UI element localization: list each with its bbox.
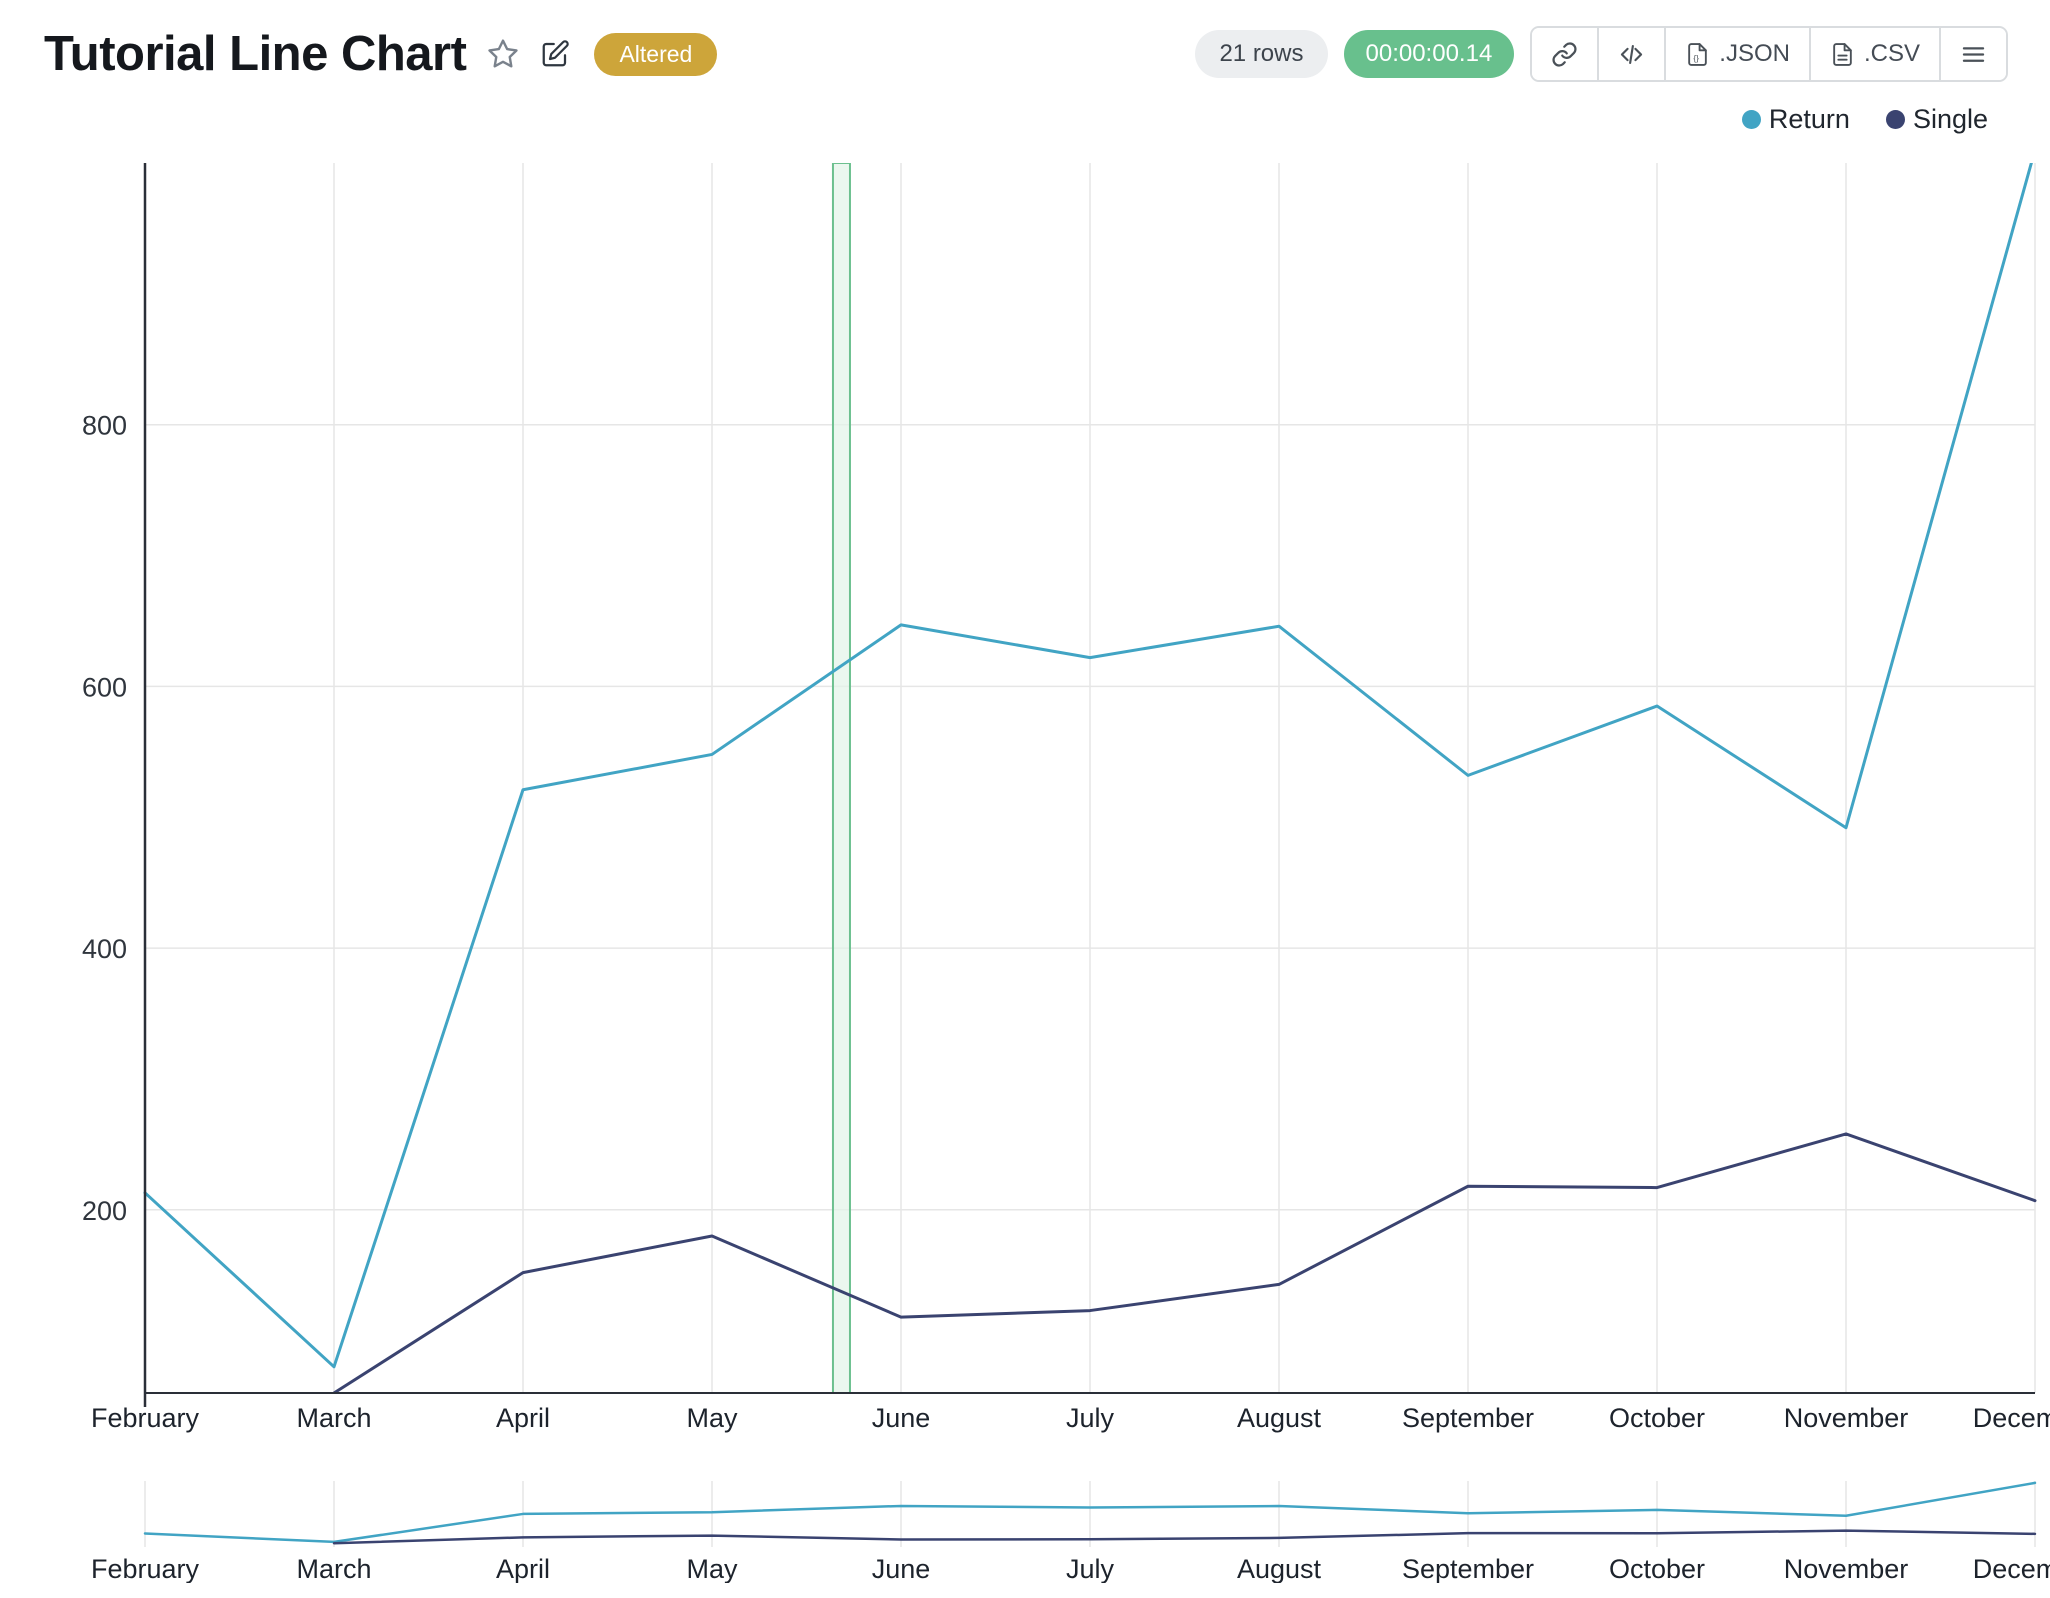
svg-text:February: February [91,1403,200,1433]
svg-text:June: June [872,1403,931,1433]
svg-text:March: March [296,1554,371,1583]
json-button-label: .JSON [1719,40,1790,67]
svg-text:October: October [1609,1554,1705,1583]
hamburger-menu-icon [1960,41,1987,68]
svg-text:September: September [1402,1403,1534,1433]
download-json-button[interactable]: {} .JSON [1664,28,1809,80]
svg-text:800: 800 [82,411,127,441]
query-time-badge: 00:00:00.14 [1343,30,1515,78]
page-title: Tutorial Line Chart [44,27,467,81]
main-line-chart[interactable]: 200 400 600 800 February March April May June Jul… [0,163,2050,1433]
svg-text:November: November [1784,1403,1909,1433]
svg-text:August: August [1237,1554,1322,1583]
svg-text:July: July [1066,1403,1115,1433]
svg-text:April: April [496,1403,550,1433]
svg-text:December: December [1973,1554,2050,1583]
svg-text:August: August [1237,1403,1322,1433]
svg-text:December: December [1973,1403,2050,1433]
view-code-button[interactable] [1597,28,1665,80]
altered-badge: Altered [594,32,718,76]
csv-file-icon [1830,42,1855,67]
svg-text:600: 600 [82,672,127,702]
edit-icon[interactable] [540,39,570,69]
svg-text:April: April [496,1554,550,1583]
svg-text:June: June [872,1554,931,1583]
svg-text:October: October [1609,1403,1705,1433]
json-file-icon: {} [1685,42,1710,67]
svg-text:February: February [91,1554,200,1583]
chart-actions-group: {} .JSON .CSV [1530,26,2008,82]
legend-label-single: Single [1912,104,1988,134]
highlight-band [831,163,851,1394]
copy-link-button[interactable] [1532,28,1598,80]
overview-mini-chart[interactable]: February March April May June July August Septe… [0,1477,2050,1583]
svg-text:March: March [296,1403,371,1433]
csv-button-label: .CSV [1863,40,1920,67]
legend-label-return: Return [1768,104,1850,134]
svg-text:{}: {} [1694,52,1700,62]
download-csv-button[interactable]: .CSV [1808,28,1939,80]
star-icon[interactable] [486,37,520,71]
svg-text:November: November [1784,1554,1909,1583]
chart-legend: Return Single [0,104,2050,135]
code-icon [1618,41,1645,68]
row-count-badge: 21 rows [1195,30,1328,78]
svg-text:400: 400 [82,934,127,964]
menu-button[interactable] [1939,28,2006,80]
svg-text:May: May [686,1554,738,1583]
legend-item-return[interactable]: Return [1741,104,1850,135]
svg-text:200: 200 [82,1196,127,1226]
title-group: Tutorial Line Chart Altered [44,26,718,82]
svg-text:May: May [686,1403,738,1433]
header: Tutorial Line Chart Altered 21 rows 00:0… [0,0,2050,82]
svg-text:September: September [1402,1554,1534,1583]
single-series-dot [1885,110,1905,129]
return-series-dot [1741,110,1761,129]
legend-item-single[interactable]: Single [1885,104,1988,135]
link-icon [1551,41,1578,68]
svg-text:July: July [1066,1554,1115,1583]
chart-toolbar: 21 rows 00:00:00.14 [1195,26,2008,82]
